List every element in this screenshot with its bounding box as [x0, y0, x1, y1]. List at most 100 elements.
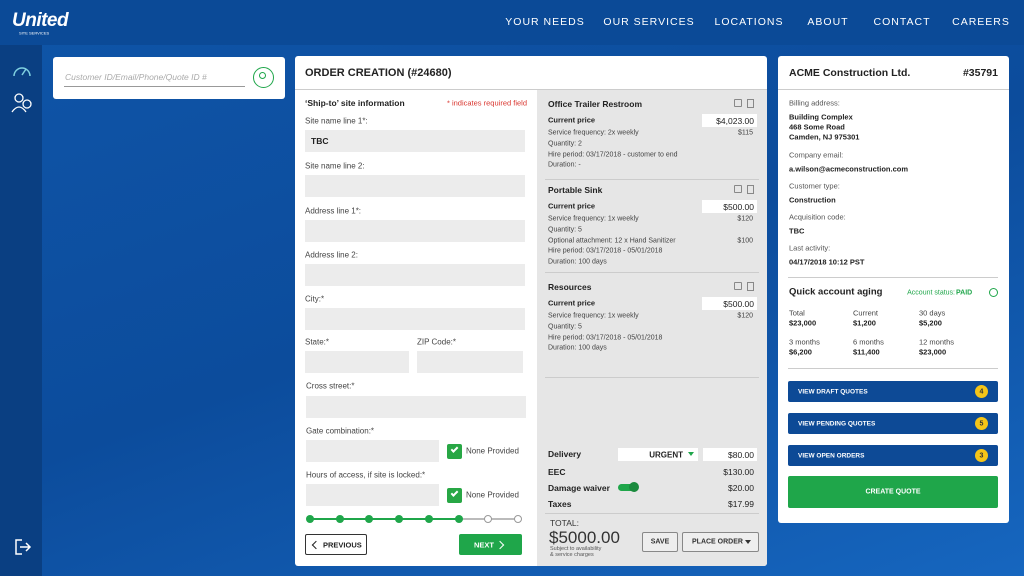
- text-input[interactable]: [417, 351, 523, 373]
- divider: [545, 513, 759, 514]
- text-input[interactable]: [305, 264, 525, 286]
- field-label: Gate combination:*: [306, 426, 375, 436]
- button-label: NEXT: [474, 540, 495, 550]
- text-input[interactable]: [306, 440, 439, 462]
- nav-link: YOUR NEEDS: [505, 16, 585, 28]
- divider: [788, 368, 998, 369]
- aging-value: $1,200: [853, 318, 876, 328]
- text-input[interactable]: [305, 308, 525, 330]
- delete-icon[interactable]: [747, 99, 754, 108]
- checkbox[interactable]: [447, 444, 462, 459]
- dropdown-caret: [745, 540, 751, 544]
- aging-title: Quick account aging: [789, 286, 883, 298]
- input-value: TBC: [311, 136, 329, 146]
- aging-value: $11,400: [853, 347, 880, 357]
- nav-link: ABOUT: [807, 16, 849, 28]
- nav-link: OUR SERVICES: [603, 16, 695, 28]
- progress-step: [335, 515, 344, 523]
- aging-value: $6,200: [789, 347, 812, 357]
- delivery-amount: $80.00: [728, 449, 754, 460]
- edit-icon[interactable]: [734, 282, 742, 290]
- delete-icon[interactable]: [747, 185, 754, 194]
- count-badge: [975, 385, 988, 398]
- search-button[interactable]: [253, 67, 274, 88]
- detail-label: Customer type:: [789, 181, 840, 191]
- aging-label: 12 months: [919, 337, 955, 347]
- text-input[interactable]: [306, 484, 439, 506]
- save-button[interactable]: [642, 532, 678, 552]
- field-label: Hours of access, if site is locked:*: [306, 470, 426, 480]
- top-bar: [0, 0, 1024, 45]
- text-input[interactable]: [305, 220, 525, 242]
- logo: United: [12, 10, 69, 31]
- price-value: $4,023.00: [716, 115, 754, 126]
- progress-step: [395, 515, 404, 523]
- quote-button[interactable]: [788, 381, 998, 402]
- text-input[interactable]: [306, 396, 526, 418]
- button-label: PREVIOUS: [323, 540, 362, 550]
- detail-label: Company email:: [789, 150, 844, 160]
- text-input[interactable]: [305, 130, 525, 152]
- dropdown-caret: [688, 452, 694, 456]
- logout-icon[interactable]: [14, 538, 32, 556]
- charge-amount: $130.00: [723, 467, 754, 477]
- divider: [545, 377, 759, 378]
- progress-step: [454, 515, 463, 523]
- total-label: TOTAL:: [550, 518, 579, 528]
- delete-icon[interactable]: [747, 282, 754, 291]
- button-label: CREATE QUOTE: [865, 488, 921, 496]
- delivery-select[interactable]: [618, 448, 698, 461]
- item-amount: $115: [737, 129, 753, 137]
- checkbox-label: None Provided: [466, 490, 519, 500]
- quote-button[interactable]: [788, 413, 998, 434]
- price-value: $500.00: [723, 298, 754, 309]
- next-button[interactable]: [459, 534, 522, 555]
- edit-icon[interactable]: [734, 185, 742, 193]
- charge-amount: $20.00: [728, 483, 754, 493]
- price-label: Current price: [548, 115, 596, 125]
- total-note: & service charges: [550, 552, 594, 558]
- badge-count: 5: [979, 420, 984, 427]
- item-detail: Hire period: 03/17/2018 - 05/01/2018: [548, 334, 663, 342]
- search-underline: [64, 86, 245, 87]
- text-input[interactable]: [305, 351, 409, 373]
- price-input[interactable]: [702, 200, 757, 213]
- field-label: Address line 1*:: [305, 206, 362, 216]
- edit-icon[interactable]: [734, 99, 742, 107]
- search-card: [53, 57, 285, 99]
- create-quote-button[interactable]: [788, 476, 998, 508]
- status-icon: [989, 288, 998, 297]
- item-detail: Quantity: 2: [548, 140, 582, 148]
- item-detail: Quantity: 5: [548, 323, 582, 331]
- order-title: ORDER CREATION (#24680): [305, 67, 452, 79]
- section-title: ‘Ship-to’ site information: [305, 98, 405, 108]
- item-detail: Service frequency: 1x weekly: [548, 312, 639, 320]
- search-icon: [259, 72, 266, 79]
- item-detail: Hire period: 03/17/2018 - customer to en…: [548, 151, 678, 159]
- detail-value: Camden, NJ 975301: [789, 132, 860, 142]
- price-input[interactable]: [702, 114, 757, 127]
- field-label: ZIP Code:*: [417, 337, 456, 347]
- button-label: SAVE: [650, 538, 670, 546]
- previous-button[interactable]: [305, 534, 367, 555]
- price-input[interactable]: [702, 297, 757, 310]
- toggle[interactable]: [618, 484, 636, 491]
- item-detail: Duration: 100 days: [548, 258, 607, 266]
- checkbox[interactable]: [447, 488, 462, 503]
- place-order-button[interactable]: [682, 532, 759, 552]
- item-name: Portable Sink: [548, 185, 603, 195]
- delivery-label: Delivery: [548, 449, 582, 459]
- field-label: Address line 2:: [305, 250, 358, 260]
- item-amount: $120: [737, 312, 753, 320]
- progress-step: [513, 515, 522, 523]
- badge-count: 4: [979, 388, 984, 395]
- toggle-knob: [629, 482, 639, 492]
- quote-button[interactable]: [788, 445, 998, 466]
- divider: [778, 89, 1009, 90]
- item-amount: $100: [737, 237, 753, 245]
- divider: [545, 272, 759, 273]
- status-value: PAID: [956, 289, 973, 297]
- text-input[interactable]: [305, 175, 525, 197]
- sidebar-icons: [11, 67, 32, 113]
